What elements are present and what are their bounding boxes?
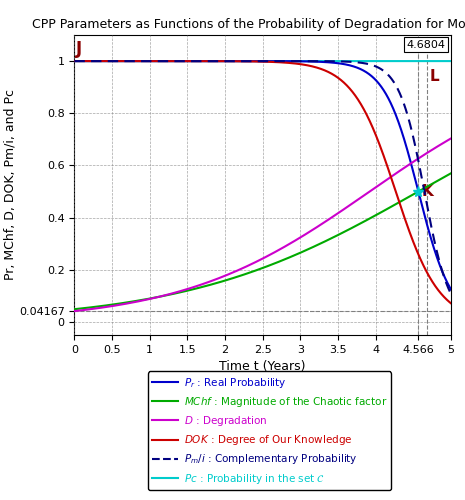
- X-axis label: Time t (Years): Time t (Years): [219, 360, 306, 374]
- Title: CPP Parameters as Functions of the Probability of Degradation for Mode 2: CPP Parameters as Functions of the Proba…: [32, 18, 465, 31]
- Y-axis label: Pr, MChf, D, DOK, Pm/i, and Pc: Pr, MChf, D, DOK, Pm/i, and Pc: [3, 90, 16, 280]
- Legend: $P_r$ : Real Probability, $MChf$ : Magnitude of the Chaotic factor, $D$ : Degrad: $P_r$ : Real Probability, $MChf$ : Magni…: [148, 372, 391, 490]
- Text: L: L: [429, 69, 439, 84]
- Text: 4.6804: 4.6804: [406, 40, 445, 50]
- Text: J: J: [76, 40, 82, 58]
- Text: K: K: [421, 184, 433, 199]
